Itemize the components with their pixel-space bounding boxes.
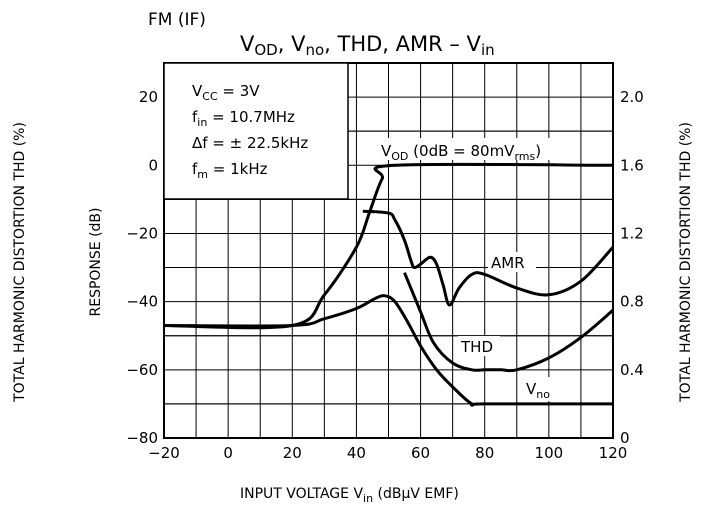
label-thd: THD [460,338,493,356]
chart-header: FM (IF) [148,10,206,30]
condition-vcc: VCC = 3V [192,82,260,103]
y-axis-label-outer: TOTAL HARMONIC DISTORTION THD (%) [12,122,28,403]
y-tick-label-left: −80 [126,429,158,447]
series-line-v-no [163,294,613,407]
chart-title: VOD, Vno, THD, AMR – Vin [240,32,495,59]
y-tick-label-left: 0 [148,156,158,174]
condition-deviation: Δf = ± 22.5kHz [192,134,308,152]
x-tick-label: 40 [347,444,366,462]
label-vno: Vno [526,380,550,401]
y-tick-label-right: 0.8 [620,293,644,311]
label-bg-thd [458,336,500,356]
y-tick-label-left: 20 [139,88,158,106]
x-tick-label: 0 [223,444,233,462]
y-axis-label-right: TOTAL HARMONIC DISTORTION THD (%) [678,122,694,403]
y-tick-label-left: −60 [126,361,158,379]
x-tick-label: 120 [599,444,628,462]
label-bg-vod [380,138,564,160]
y-tick-label-right: 0 [620,429,630,447]
condition-fm: fm = 1kHz [192,160,268,181]
grid [164,62,613,438]
series-line-amr [362,209,615,307]
x-tick-label: 20 [283,444,302,462]
label-bg-vno [522,377,574,401]
conditions-box [163,62,349,200]
x-tick-label: 80 [475,444,494,462]
x-tick-label: 60 [411,444,430,462]
condition-fin: fin = 10.7MHz [192,108,295,129]
y-tick-label-left: −20 [126,224,158,242]
x-tick-label: 100 [535,444,564,462]
label-bg-amr [488,252,536,272]
y-tick-label-left: −40 [126,293,158,311]
y-tick-label-right: 1.2 [620,224,644,242]
label-amr: AMR [491,254,525,272]
y-axis-label-left: RESPONSE (dB) [88,208,104,317]
y-tick-label-right: 2.0 [620,88,644,106]
y-tick-label-right: 1.6 [620,156,644,174]
label-vod: VOD (0dB = 80mVrms) [381,142,541,163]
x-tick-label: −20 [148,444,180,462]
y-tick-label-right: 0.4 [620,361,644,379]
series-line-thd [403,272,614,373]
x-axis-label: INPUT VOLTAGE Vin (dBμV EMF) [240,486,459,505]
